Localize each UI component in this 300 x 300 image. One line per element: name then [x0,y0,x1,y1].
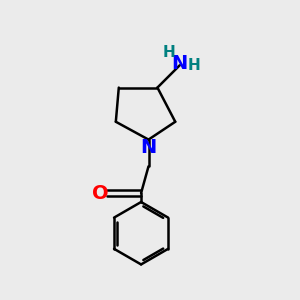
Text: O: O [92,184,109,202]
Text: N: N [140,138,157,158]
Text: H: H [163,45,176,60]
Text: N: N [172,54,188,73]
Text: H: H [188,58,200,73]
